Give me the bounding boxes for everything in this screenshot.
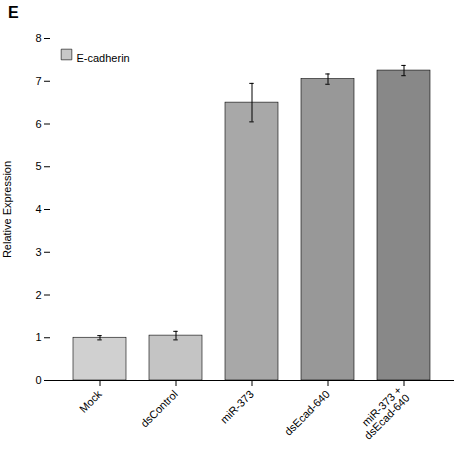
svg-text:miR-373 +dsEcad-640: miR-373 +dsEcad-640 [354,384,412,442]
html-text:E: E [8,4,19,21]
svg-text:1: 1 [35,331,41,343]
svg-text:0: 0 [35,374,41,386]
svg-text:2: 2 [35,289,41,301]
svg-text:miR-373: miR-373 [218,388,256,426]
svg-text:4: 4 [35,203,41,215]
svg-text:dsControl: dsControl [138,388,180,430]
svg-text:6: 6 [35,118,41,130]
svg-text:dsEcad-640: dsEcad-640 [282,388,332,438]
svg-text:7: 7 [35,75,41,87]
svg-text:Relative Expression: Relative Expression [1,161,13,258]
svg-text:Mock: Mock [77,387,104,414]
svg-text:8: 8 [35,32,41,44]
svg-text:3: 3 [35,246,41,258]
svg-text:E-cadherin: E-cadherin [77,52,130,64]
svg-text:5: 5 [35,160,41,172]
